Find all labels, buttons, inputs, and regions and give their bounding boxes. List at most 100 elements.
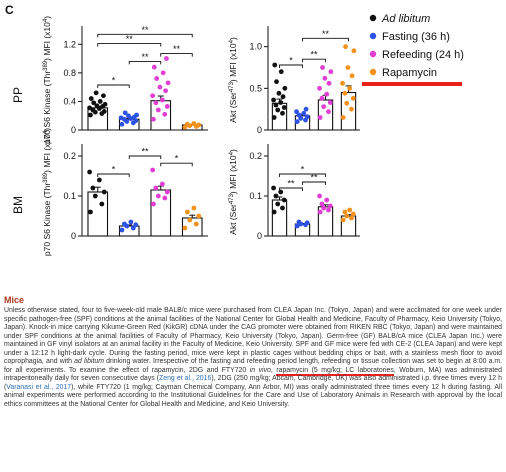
data-point: [294, 119, 300, 125]
methods-text-2: drinking water. Irrespective of the fast…: [4, 358, 502, 374]
data-point: [126, 113, 131, 119]
significance-bracket: [97, 33, 193, 38]
data-point: [317, 209, 323, 215]
y-axis-label: Akt (Ser473) MFI (x104): [228, 149, 238, 235]
reference-link-varanasi[interactable]: Varanasi et al., 2017: [6, 383, 72, 391]
data-point: [92, 193, 98, 199]
data-point: [274, 79, 279, 85]
legend-marker-refeeding: [369, 50, 377, 58]
legend-marker-ad-libitum: [369, 14, 377, 22]
legend-marker-fasting: [369, 32, 377, 40]
y-axis-label-part: p70 S6 Kinase (Thr: [42, 183, 52, 256]
section-title-mice: Mice: [4, 295, 25, 305]
data-point: [93, 90, 99, 96]
data-point: [187, 217, 193, 223]
significance-bracket: [97, 84, 130, 88]
methods-text-5: ), 2DG (250 mg/kg; Abcam, Cambridge, UK)…: [4, 375, 502, 391]
significance-label: **: [173, 44, 181, 54]
y-axis-label-part: ): [228, 37, 238, 40]
data-point: [88, 112, 93, 118]
data-point: [159, 181, 165, 187]
significance-label: **: [287, 179, 295, 189]
data-point: [340, 80, 345, 86]
data-point: [91, 100, 97, 106]
significance-bracket: [279, 187, 303, 191]
significance-bracket: [128, 155, 162, 159]
data-point: [191, 205, 197, 211]
data-point: [344, 213, 350, 219]
row-label-pp: PP: [11, 87, 25, 103]
data-point: [344, 100, 350, 106]
data-point: [296, 112, 302, 118]
methods-text-6: ), while FTY720 (1 mg/kg; Cayman Chemica…: [4, 383, 503, 408]
y-axis-label-superscript: 473: [229, 81, 235, 92]
methods-text-3: ,: [270, 366, 277, 374]
data-point: [282, 85, 288, 91]
y-axis-label: p70 S6 Kinase (Thr389) MFI (x104): [42, 16, 52, 144]
data-point: [160, 70, 166, 76]
methods-section: Mice Unless otherwise stated, four to fi…: [4, 295, 502, 409]
data-point: [97, 99, 103, 104]
data-point: [321, 205, 327, 211]
y-axis-label-superscript: 4: [229, 151, 235, 155]
significance-bracket: [302, 181, 326, 185]
significance-label: *: [175, 154, 179, 164]
y-axis-label-part: ): [42, 128, 52, 131]
data-point: [119, 121, 125, 127]
y-axis-label-part: ) MFI (x10: [228, 43, 238, 82]
data-point: [99, 201, 105, 207]
data-point: [271, 209, 277, 215]
data-point: [342, 90, 348, 96]
y-axis-label-part: ) MFI (x10: [42, 22, 52, 61]
data-point: [163, 88, 169, 94]
y-axis-label-superscript: 389: [43, 60, 49, 71]
data-point: [326, 80, 332, 86]
data-point: [343, 44, 348, 50]
data-point: [326, 207, 331, 213]
y-axis-label-superscript: 4: [229, 39, 235, 43]
data-point: [327, 203, 333, 209]
data-point: [304, 114, 310, 120]
significance-bracket: [97, 43, 162, 47]
significance-bracket: [160, 53, 193, 57]
data-point: [196, 122, 202, 128]
data-point: [345, 65, 351, 70]
legend: Ad libitum Fasting (36 h) Refeeding (24 …: [362, 13, 464, 86]
methods-paragraph: Unless otherwise stated, four to five-we…: [4, 307, 502, 409]
y-tick-label: 0.5: [249, 83, 262, 93]
data-point: [349, 73, 355, 79]
methods-italic-ad-libitum: ad libitum: [74, 358, 104, 366]
data-point: [276, 90, 282, 96]
data-point: [154, 76, 160, 81]
data-point: [320, 65, 325, 70]
data-point: [151, 201, 156, 207]
significance-label: **: [141, 52, 149, 62]
data-point: [303, 106, 309, 112]
data-point: [319, 95, 325, 101]
reference-link-zeng[interactable]: Zeng et al., 2016: [159, 375, 212, 383]
y-axis-label-part: ) MFI (x10: [42, 134, 52, 173]
data-point: [165, 80, 171, 86]
data-point: [121, 221, 127, 227]
data-point: [164, 189, 170, 195]
data-point: [182, 225, 188, 231]
y-tick-label: 1.0: [249, 42, 262, 52]
data-point: [304, 220, 310, 226]
significance-label: *: [112, 165, 116, 175]
significance-bracket: [302, 37, 349, 42]
data-point: [88, 96, 94, 101]
y-tick-label: 0.1: [63, 191, 76, 201]
y-axis-label-superscript: 4: [43, 18, 49, 22]
methods-text-4: , Woburn, MA) was administrated intraper…: [4, 366, 502, 383]
y-tick-label: 0.2: [249, 151, 262, 161]
data-point: [134, 112, 139, 118]
data-point: [88, 209, 93, 215]
data-point: [275, 107, 281, 113]
data-point: [317, 115, 323, 120]
methods-italic-in-vivo: in vivo: [249, 366, 271, 374]
y-axis-label-superscript: 389: [43, 172, 49, 183]
data-point: [122, 110, 128, 116]
data-point: [301, 110, 307, 116]
data-point: [273, 193, 279, 199]
